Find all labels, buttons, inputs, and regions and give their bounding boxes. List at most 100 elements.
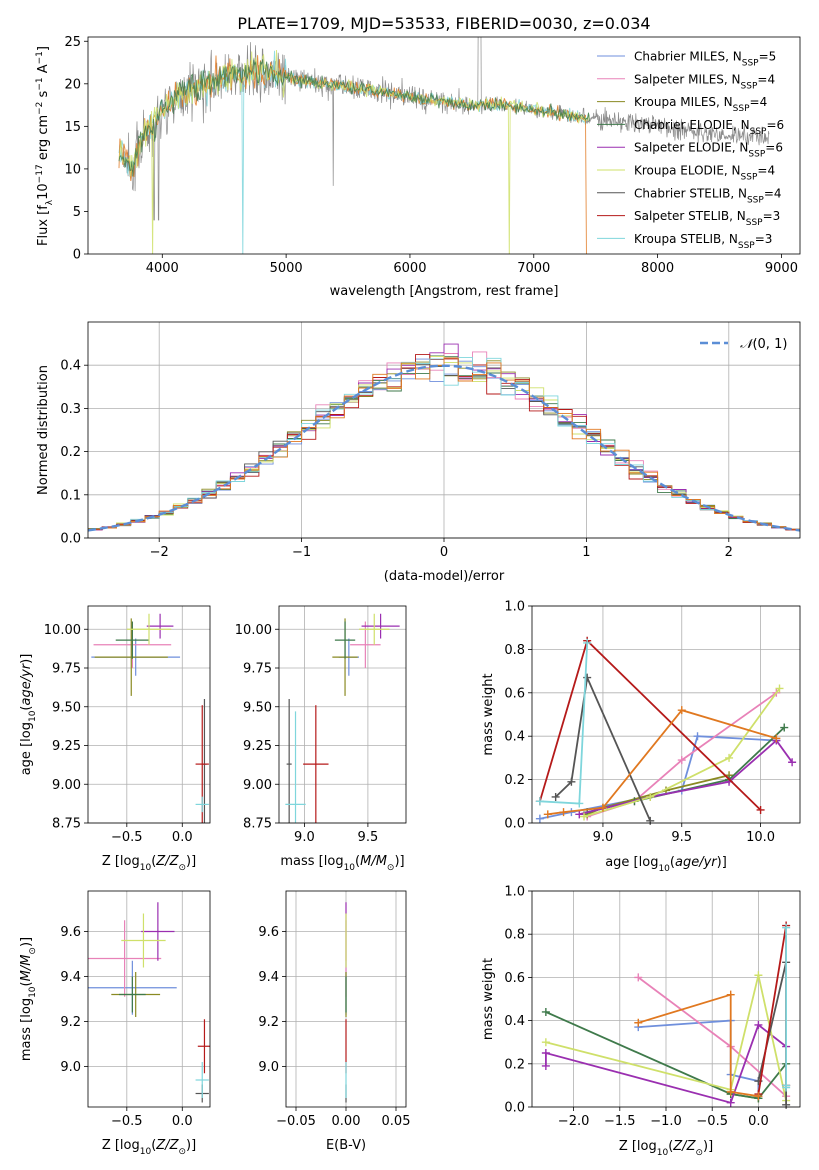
y-tick-label: 0.2 <box>60 445 81 460</box>
weight-marker <box>788 758 797 767</box>
x-tick-label: 4000 <box>146 261 179 276</box>
panel-xlabel: Z [log10(Z/Z⊙)] <box>619 1139 713 1158</box>
spectrum-model-line <box>118 55 587 254</box>
y-tick-label: 0.4 <box>60 359 81 374</box>
weight-marker <box>726 1087 735 1096</box>
x-tick-label: −2 <box>150 545 169 560</box>
x-tick-label: 0.0 <box>172 830 193 845</box>
y-tick-label: 9.50 <box>52 700 81 715</box>
weight-marker <box>541 1061 550 1070</box>
y-tick-label: 0.0 <box>504 817 525 832</box>
weight-marker <box>541 1007 550 1016</box>
weight-marker <box>754 1020 763 1029</box>
y-tick-label: 1.0 <box>504 600 525 615</box>
spectrum-xlabel: wavelength [Angstrom, rest frame] <box>330 284 559 299</box>
weight-marker <box>756 805 765 814</box>
y-tick-label: 8.75 <box>52 817 81 832</box>
weight-marker <box>541 1038 550 1047</box>
weight-marker <box>567 777 576 786</box>
panel-xlabel: Z [log10(Z/Z⊙)] <box>102 854 196 873</box>
weight-plot-area <box>541 921 791 1109</box>
weight-marker <box>583 673 592 682</box>
x-tick-label: −1.0 <box>650 1114 682 1129</box>
y-tick-label: 0.0 <box>60 532 81 547</box>
y-tick-label: 10.00 <box>235 623 272 638</box>
x-tick-label: 7000 <box>517 261 550 276</box>
y-tick-label: 0.3 <box>60 402 81 417</box>
weight-marker <box>598 803 607 812</box>
weight-marker <box>634 1018 643 1027</box>
errorbar-plot-area <box>285 613 400 823</box>
axes-frame <box>87 36 801 255</box>
axes-frame <box>87 321 801 539</box>
panel-xlabel: age [log10(age/yr)] <box>605 855 727 874</box>
y-tick-label: 0.6 <box>504 971 525 986</box>
weight-marker <box>780 723 789 732</box>
spectrum-legend: Chabrier MILES, NSSP=5 Salpeter MILES, NS… <box>597 50 784 251</box>
weight-marker <box>677 756 686 765</box>
y-tick-label: 5 <box>73 205 81 220</box>
y-tick-label: 9.00 <box>52 778 81 793</box>
y-tick-label: 0.8 <box>504 643 525 658</box>
x-tick-label: 2 <box>725 545 733 560</box>
weight-marker <box>535 814 544 823</box>
panel-ylabel: age [log10(age/yr)] <box>19 654 38 776</box>
axes-frame <box>87 605 211 824</box>
hist-legend: 𝒩(0, 1) <box>700 337 787 352</box>
y-tick-label: 0.4 <box>504 730 525 745</box>
legend-entry: Salpeter STELIB, NSSP=3 <box>634 209 780 228</box>
weight-line <box>638 993 759 1098</box>
panel-ylabel: mass [log10(M/M⊙)] <box>19 937 38 1061</box>
x-tick-label: 9.0 <box>294 830 315 845</box>
y-tick-label: 0.0 <box>504 1101 525 1116</box>
weight-marker <box>772 734 781 743</box>
errorbar-plot-area <box>88 902 210 1103</box>
weight-vs-age-panel: 9.0 9.5 10.0 0.0 0.2 0.4 0.6 0.8 1.0 age [log10(a… <box>481 600 801 874</box>
y-tick-label: 9.2 <box>60 1015 81 1030</box>
x-tick-label: 10.0 <box>746 830 775 845</box>
weight-marker <box>646 792 655 801</box>
y-tick-label: 8.75 <box>243 817 272 832</box>
legend-entry: Chabrier ELODIE, NSSP=6 <box>634 118 784 137</box>
weight-line <box>554 674 652 822</box>
y-tick-label: 0.8 <box>504 928 525 943</box>
hist-plot-area <box>88 343 800 533</box>
weight-marker <box>754 1092 763 1101</box>
x-tick-label: 0.0 <box>748 1114 769 1129</box>
x-tick-label: 0.0 <box>172 1114 193 1129</box>
y-tick-label: 0.2 <box>504 773 525 788</box>
weight-marker <box>583 638 592 647</box>
hist-xlabel: (data-model)/error <box>384 569 505 584</box>
x-tick-label: 6000 <box>393 261 426 276</box>
x-tick-label: −0.5 <box>696 1114 728 1129</box>
weight-marker <box>575 810 584 819</box>
axes-frame <box>531 890 801 1108</box>
weight-line <box>545 974 787 1101</box>
axes-frame <box>285 890 407 1108</box>
x-tick-label: −2.0 <box>558 1114 590 1129</box>
y-tick-label: 1.0 <box>504 885 525 900</box>
panel-xlabel: E(B-V) <box>326 1138 366 1153</box>
weight-marker <box>754 971 763 980</box>
age-vs-mass-panel: 9.0 9.5 8.75 9.00 9.25 9.50 9.75 10.00 mass [log… <box>235 605 407 873</box>
weight-marker <box>559 808 568 817</box>
y-tick-label: 10 <box>64 162 81 177</box>
y-tick-label: 0.4 <box>504 1014 525 1029</box>
weight-marker <box>726 1098 735 1107</box>
mass-vs-Z-panel: −0.5 0.0 9.0 9.2 9.4 9.6 Z [log10(Z/Z⊙)] mass [… <box>19 890 211 1157</box>
axes-frame <box>531 605 801 824</box>
x-tick-label: −0.05 <box>276 1114 316 1129</box>
y-tick-label: 15 <box>64 120 81 135</box>
y-tick-label: 25 <box>64 35 81 50</box>
y-tick-label: 9.00 <box>243 778 272 793</box>
x-tick-label: 8000 <box>641 261 674 276</box>
x-tick-label: 9000 <box>765 261 798 276</box>
y-tick-label: 0 <box>73 248 81 263</box>
y-tick-label: 10.00 <box>44 623 81 638</box>
x-tick-label: 0 <box>440 545 448 560</box>
legend-entry: Salpeter ELODIE, NSSP=6 <box>634 141 783 160</box>
errorbar-plot-area <box>91 613 209 823</box>
x-tick-label: 0.00 <box>332 1114 361 1129</box>
x-tick-label: 9.0 <box>593 830 614 845</box>
